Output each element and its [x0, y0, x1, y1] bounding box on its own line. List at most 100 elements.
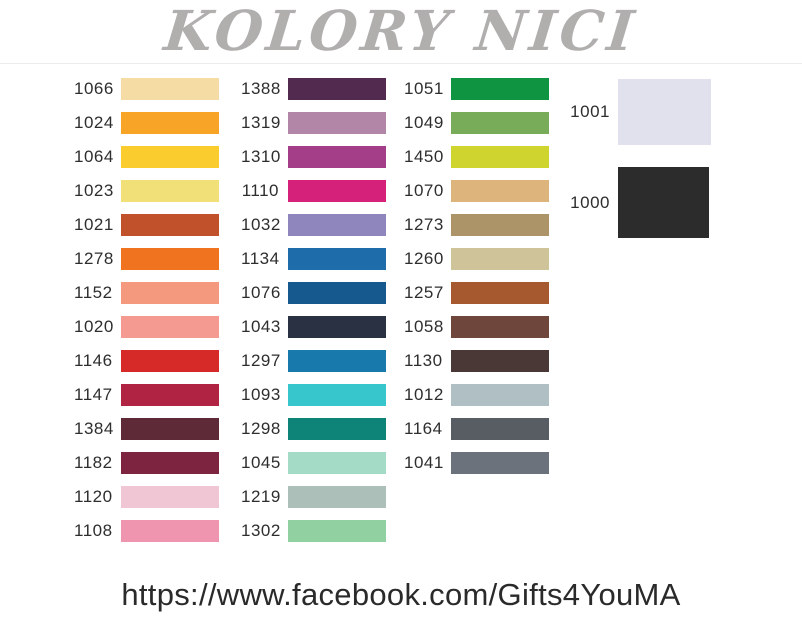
- color-code: 1110: [241, 181, 279, 200]
- color-code: 1000: [570, 192, 610, 212]
- color-swatch: [288, 180, 386, 202]
- color-swatch: [288, 418, 386, 440]
- color-code: 1219: [241, 487, 281, 506]
- color-swatch: [451, 384, 549, 406]
- color-row: 1130: [404, 350, 549, 372]
- color-swatch: [121, 520, 219, 542]
- color-row: 1045: [241, 452, 386, 474]
- color-swatch: [121, 418, 219, 440]
- color-code: 1182: [74, 453, 113, 472]
- color-code: 1043: [241, 317, 281, 336]
- color-swatch: [451, 180, 549, 202]
- color-row: 1043: [241, 316, 386, 338]
- color-row: 1384: [74, 418, 219, 440]
- page-title: KOLORY NICI: [161, 0, 641, 63]
- color-code: 1041: [404, 453, 444, 472]
- color-code: 1049: [404, 113, 444, 132]
- color-swatch: [288, 384, 386, 406]
- color-swatch: [121, 112, 219, 134]
- color-swatch-large: [618, 79, 711, 145]
- color-code: 1164: [404, 419, 443, 438]
- color-code: 1310: [241, 147, 281, 166]
- color-row: 1257: [404, 282, 549, 304]
- color-row: 1049: [404, 112, 549, 134]
- color-code: 1070: [404, 181, 444, 200]
- color-row: 1182: [74, 452, 219, 474]
- color-code: 1297: [241, 351, 281, 370]
- color-row: 1134: [241, 248, 386, 270]
- color-row: 1146: [74, 350, 219, 372]
- color-swatch: [288, 520, 386, 542]
- color-swatch: [288, 214, 386, 236]
- color-swatch: [288, 78, 386, 100]
- color-row: 1024: [74, 112, 219, 134]
- color-row: 1388: [241, 78, 386, 100]
- color-row: 1273: [404, 214, 549, 236]
- color-code: 1257: [404, 283, 444, 302]
- color-code: 1384: [74, 419, 114, 438]
- color-row: 1310: [241, 146, 386, 168]
- color-swatch: [451, 452, 549, 474]
- color-code: 1130: [404, 351, 443, 370]
- color-code: 1020: [74, 317, 114, 336]
- color-code: 1012: [404, 385, 444, 404]
- color-swatch: [288, 350, 386, 372]
- color-code: 1064: [74, 147, 114, 166]
- color-swatch: [451, 282, 549, 304]
- color-swatch: [451, 214, 549, 236]
- swatch-column-1: 1066 1024 1064 1023 1021 1278 1152 1020 1146 1147…: [74, 78, 219, 554]
- color-row: 1076: [241, 282, 386, 304]
- color-row: 1064: [74, 146, 219, 168]
- color-code: 1108: [74, 521, 113, 540]
- color-code: 1298: [241, 419, 281, 438]
- color-swatch: [121, 146, 219, 168]
- color-swatch: [288, 452, 386, 474]
- color-row: 1152: [74, 282, 219, 304]
- color-row: 1147: [74, 384, 219, 406]
- color-code: 1023: [74, 181, 114, 200]
- color-code: 1024: [74, 113, 114, 132]
- color-swatch: [451, 316, 549, 338]
- color-code: 1146: [74, 351, 113, 370]
- color-swatch: [121, 180, 219, 202]
- color-swatch: [121, 316, 219, 338]
- color-swatch: [288, 486, 386, 508]
- color-code: 1134: [241, 249, 280, 268]
- color-swatch: [451, 248, 549, 270]
- color-row: 1058: [404, 316, 549, 338]
- swatch-column-2: 1388 1319 1310 1110 1032 1134 1076 1043 1297 1093…: [241, 78, 386, 554]
- color-row: 1297: [241, 350, 386, 372]
- color-code: 1450: [404, 147, 444, 166]
- color-code: 1032: [241, 215, 281, 234]
- color-row: 1020: [74, 316, 219, 338]
- color-code: 1147: [74, 385, 113, 404]
- color-code: 1260: [404, 249, 444, 268]
- color-swatch: [288, 112, 386, 134]
- color-swatch: [288, 248, 386, 270]
- color-row: 1219: [241, 486, 386, 508]
- color-code: 1319: [241, 113, 281, 132]
- color-row: 1066: [74, 78, 219, 100]
- color-code: 1278: [74, 249, 114, 268]
- color-row: 1012: [404, 384, 549, 406]
- color-code: 1302: [241, 521, 281, 540]
- large-swatch-row-1000: 1000: [570, 167, 709, 238]
- color-swatch: [451, 350, 549, 372]
- color-swatch: [121, 350, 219, 372]
- color-row: 1021: [74, 214, 219, 236]
- color-code: 1021: [74, 215, 114, 234]
- color-row: 1032: [241, 214, 386, 236]
- color-code: 1120: [74, 487, 113, 506]
- color-row: 1041: [404, 452, 549, 474]
- title-divider: [0, 63, 802, 64]
- color-code: 1076: [241, 283, 281, 302]
- swatch-column-3: 1051 1049 1450 1070 1273 1260 1257 1058 1130 1012…: [404, 78, 549, 486]
- color-row: 1164: [404, 418, 549, 440]
- color-code: 1058: [404, 317, 444, 336]
- color-row: 1298: [241, 418, 386, 440]
- large-swatch-row-1001: 1001: [570, 79, 711, 145]
- color-row: 1023: [74, 180, 219, 202]
- color-code: 1152: [74, 283, 113, 302]
- color-swatch: [451, 78, 549, 100]
